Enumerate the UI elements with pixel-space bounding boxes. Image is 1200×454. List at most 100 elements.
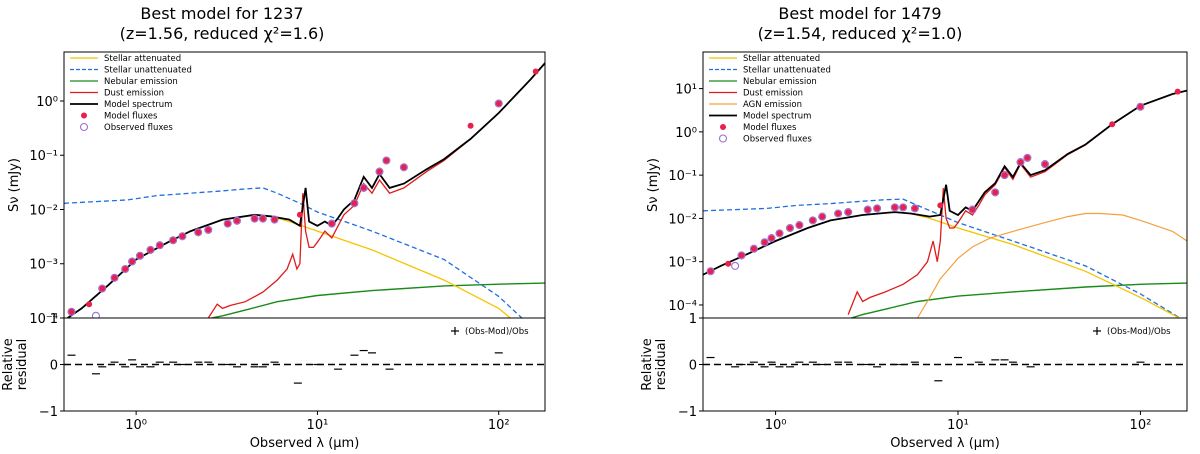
model-flux-point bbox=[111, 274, 118, 281]
panel-left: Best model for 1237 (z=1.56, reduced χ²=… bbox=[1, 4, 546, 451]
model-flux-point bbox=[467, 122, 474, 129]
model-flux-point bbox=[969, 206, 976, 213]
legend-label: Observed fluxes bbox=[743, 135, 812, 145]
observed-flux-point bbox=[135, 251, 145, 260]
nebular-emission-line bbox=[851, 282, 1187, 318]
observed-flux-point bbox=[1136, 102, 1145, 111]
legend-label: Dust emission bbox=[743, 89, 803, 99]
stellar-attenuated-line bbox=[703, 211, 1181, 318]
x-axis-label: Observed λ (μm) bbox=[890, 436, 1000, 451]
observed-flux-point bbox=[737, 251, 746, 260]
observed-flux-point bbox=[91, 311, 100, 318]
observed-flux-point bbox=[844, 208, 853, 217]
observed-flux-point bbox=[399, 163, 408, 172]
model-flux-point bbox=[1017, 159, 1024, 166]
x-tick-label: 10¹ bbox=[307, 418, 329, 433]
title-line2: (z=1.54, reduced χ²=1.0) bbox=[758, 24, 963, 43]
axes-frame bbox=[702, 51, 1188, 412]
observed-flux-point bbox=[808, 216, 817, 225]
observed-flux-point bbox=[968, 205, 977, 214]
agn-emission-line bbox=[916, 212, 1187, 318]
y-tick-label: 10⁻¹ bbox=[668, 169, 697, 184]
panel-right: Best model for 1479 (z=1.54, reduced χ²=… bbox=[640, 4, 1188, 451]
observed-flux-point bbox=[270, 215, 279, 224]
model-flux-point bbox=[224, 220, 231, 227]
model-flux-point bbox=[761, 239, 768, 246]
observed-flux-point bbox=[1023, 153, 1032, 162]
residual-tick-label: −1 bbox=[39, 405, 58, 420]
y-tick-label: 10¹ bbox=[675, 83, 697, 98]
observed-flux-point bbox=[785, 223, 795, 233]
model-flux-point bbox=[234, 217, 240, 224]
observed-flux-point bbox=[494, 99, 503, 108]
model-flux-point bbox=[900, 204, 907, 211]
model-flux-point bbox=[205, 226, 212, 233]
observed-flux-point bbox=[760, 238, 769, 247]
legend-label: Model fluxes bbox=[743, 123, 797, 133]
model-flux-point bbox=[750, 245, 757, 252]
model-flux-point bbox=[992, 189, 999, 196]
observed-flux-point bbox=[910, 204, 919, 213]
residual-axis-label: Relative bbox=[1, 338, 16, 390]
legend-label: Stellar attenuated bbox=[743, 54, 820, 64]
model-flux-point bbox=[768, 235, 775, 242]
y-tick-label: 10⁻⁴ bbox=[29, 312, 58, 327]
axes-frame bbox=[63, 51, 546, 412]
model-flux-point bbox=[1137, 103, 1144, 110]
y-tick-label: 10⁻⁴ bbox=[668, 299, 697, 314]
y-tick-label: 10⁻³ bbox=[29, 258, 58, 273]
observed-flux-point bbox=[795, 221, 804, 230]
observed-flux-point bbox=[146, 245, 155, 254]
model-flux-point bbox=[251, 215, 258, 222]
observed-flux-point bbox=[818, 212, 827, 221]
model-flux-point bbox=[835, 210, 842, 217]
observed-flux-point bbox=[775, 229, 784, 238]
sed-plot-area bbox=[64, 62, 545, 318]
model-flux-point bbox=[738, 252, 745, 259]
observed-flux-point bbox=[834, 209, 843, 218]
dust-emission-line bbox=[847, 89, 1187, 315]
observed-flux-point bbox=[863, 205, 872, 214]
model-flux-point bbox=[874, 205, 881, 212]
x-axis-label: Observed λ (μm) bbox=[250, 436, 360, 451]
title-line1: Best model for 1479 bbox=[778, 4, 941, 23]
model-flux-point bbox=[259, 215, 266, 222]
model-flux-point bbox=[86, 301, 93, 308]
observed-flux-point bbox=[250, 214, 259, 223]
legend-marker bbox=[81, 112, 87, 119]
model-flux-point bbox=[99, 285, 106, 292]
observed-flux-point bbox=[67, 307, 76, 316]
x-tick-label: 10² bbox=[1130, 418, 1152, 433]
observed-flux-point bbox=[731, 261, 740, 270]
model-flux-point bbox=[296, 211, 303, 218]
observed-flux-point bbox=[128, 257, 137, 266]
model-flux-point bbox=[360, 184, 367, 191]
observed-flux-point bbox=[169, 236, 178, 245]
model-flux-point bbox=[891, 204, 898, 211]
residual-tick-label: −1 bbox=[678, 405, 697, 420]
observed-flux-point bbox=[991, 188, 1000, 197]
observed-flux-point bbox=[873, 204, 882, 213]
legend-label: Model spectrum bbox=[104, 100, 172, 110]
observed-flux-point bbox=[110, 273, 119, 282]
stellar-unattenuated-line bbox=[703, 198, 1182, 318]
observed-flux-point bbox=[350, 199, 359, 208]
model-flux-point bbox=[809, 217, 816, 224]
residual-axis-label: residual bbox=[654, 339, 669, 391]
x-tick-label: 10² bbox=[488, 418, 510, 433]
residual-axis-label: Relative bbox=[640, 338, 655, 390]
legend-label: Stellar unattenuated bbox=[743, 66, 831, 76]
sed-plot-area bbox=[703, 88, 1187, 318]
legend-label: Stellar attenuated bbox=[104, 54, 181, 64]
model-flux-point bbox=[495, 100, 502, 107]
model-flux-point bbox=[937, 202, 944, 209]
model-flux-point bbox=[351, 200, 358, 207]
legend-label: Observed fluxes bbox=[104, 123, 173, 133]
model-flux-point bbox=[170, 237, 177, 244]
observed-flux-point bbox=[1040, 160, 1050, 169]
observed-flux-point bbox=[890, 203, 899, 212]
y-tick-label: 10⁻³ bbox=[668, 256, 697, 271]
model-flux-point bbox=[129, 258, 136, 265]
model-flux-point bbox=[122, 266, 129, 272]
